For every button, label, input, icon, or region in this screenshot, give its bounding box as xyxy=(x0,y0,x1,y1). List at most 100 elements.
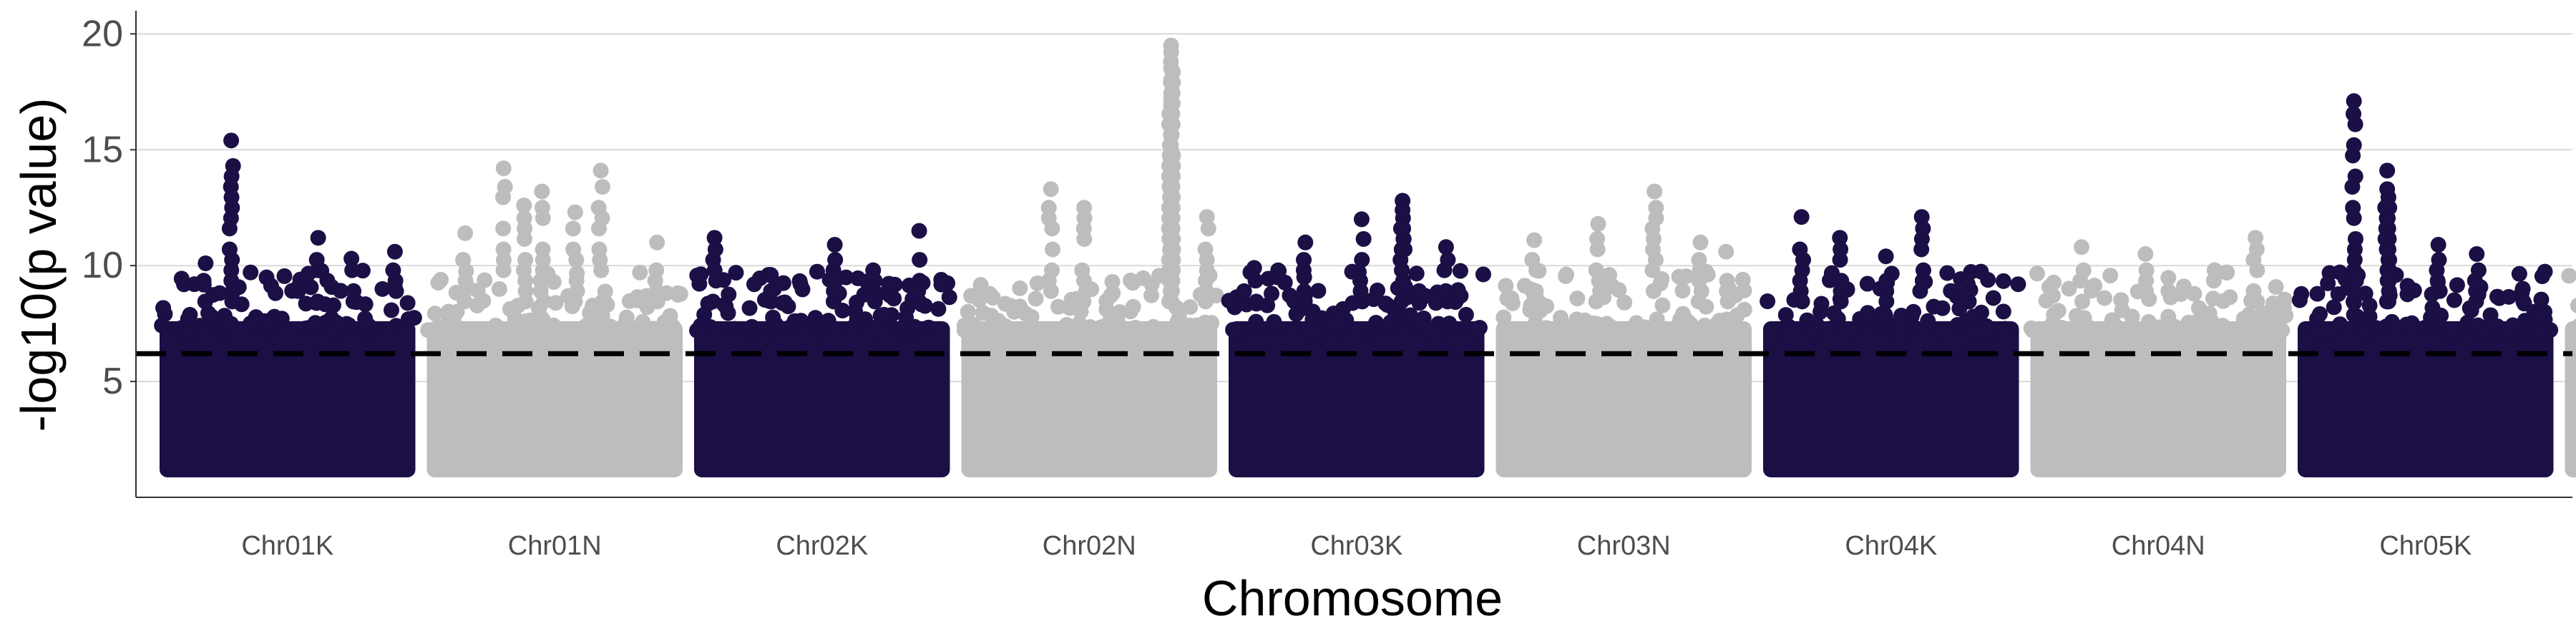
point xyxy=(1719,273,1735,289)
point xyxy=(1779,322,1795,338)
point xyxy=(1669,318,1685,335)
point xyxy=(2117,322,2134,338)
point xyxy=(1586,315,1602,331)
point xyxy=(221,241,238,258)
top-hit-point xyxy=(2346,93,2362,109)
point xyxy=(590,200,607,216)
point xyxy=(2449,277,2465,293)
point xyxy=(1589,230,1606,247)
point xyxy=(1558,268,1574,285)
series-chr02k xyxy=(689,223,957,478)
top-hit-point xyxy=(706,230,723,246)
point xyxy=(457,273,474,289)
top-hit-point xyxy=(1692,234,1709,250)
point xyxy=(1296,283,1312,299)
point xyxy=(867,273,883,289)
point xyxy=(707,241,723,258)
point xyxy=(807,310,824,326)
top-hit-point xyxy=(911,223,927,239)
point xyxy=(763,283,779,299)
point xyxy=(2097,290,2113,306)
top-hit-point xyxy=(1832,230,1848,246)
point xyxy=(2398,316,2414,333)
point xyxy=(1760,293,1776,310)
point xyxy=(2345,200,2361,216)
point xyxy=(2504,317,2521,333)
point xyxy=(1181,317,1198,333)
point xyxy=(1645,283,1662,299)
point xyxy=(1200,220,1216,237)
point xyxy=(872,308,889,324)
point xyxy=(565,220,581,237)
point xyxy=(780,298,796,315)
point xyxy=(2102,268,2119,284)
x-tick-label-chr04n: Chr04N xyxy=(2112,531,2205,561)
point xyxy=(2248,241,2265,258)
dense-points-chr01k xyxy=(160,321,416,478)
point xyxy=(1528,283,1544,299)
point xyxy=(2241,306,2258,323)
point xyxy=(1965,308,1981,325)
point xyxy=(547,295,564,311)
point xyxy=(2431,252,2447,268)
top-hit-point xyxy=(1297,234,1314,250)
point xyxy=(545,274,562,291)
point xyxy=(1154,322,1171,338)
point xyxy=(399,295,416,311)
point xyxy=(2274,322,2290,338)
point xyxy=(1678,268,1694,285)
point xyxy=(718,298,734,315)
point xyxy=(972,277,989,293)
point xyxy=(1128,322,1145,338)
point xyxy=(2215,293,2231,309)
point xyxy=(442,316,459,333)
point xyxy=(1367,315,1384,331)
point xyxy=(768,316,784,333)
point xyxy=(882,287,898,303)
point xyxy=(1822,322,1838,338)
point xyxy=(2324,322,2341,338)
point xyxy=(1324,318,1341,335)
point xyxy=(1028,291,1044,307)
point xyxy=(1648,200,1664,216)
point xyxy=(1452,263,1468,279)
point xyxy=(383,302,399,318)
series-chr04n xyxy=(2023,230,2294,478)
y-tick-labels: 5 10 15 20 xyxy=(82,13,136,402)
point xyxy=(2533,291,2550,308)
point xyxy=(1833,241,1849,258)
dense-points-chr05n xyxy=(2565,321,2576,478)
point xyxy=(2205,273,2222,289)
point xyxy=(2537,263,2553,280)
point xyxy=(2309,286,2326,302)
top-hit-point xyxy=(386,243,403,260)
point xyxy=(2162,289,2179,306)
point xyxy=(2160,270,2177,286)
data-points xyxy=(154,37,2576,478)
point xyxy=(960,303,976,320)
point xyxy=(1877,308,1893,325)
point xyxy=(2326,299,2342,316)
point xyxy=(495,241,512,258)
point xyxy=(2187,321,2203,338)
point xyxy=(1639,322,1655,338)
y-tick-label: 5 xyxy=(102,361,123,402)
point xyxy=(1466,321,1483,337)
point xyxy=(726,321,743,337)
point xyxy=(602,318,619,335)
point xyxy=(721,286,737,303)
point xyxy=(2431,322,2448,338)
point xyxy=(1777,307,1794,323)
y-tick-label: 15 xyxy=(82,129,123,170)
series-chr01n xyxy=(420,160,688,478)
point xyxy=(2433,307,2449,323)
point xyxy=(941,289,957,306)
point xyxy=(963,288,980,304)
point xyxy=(957,322,974,338)
point xyxy=(1843,321,1859,338)
top-hit-point xyxy=(1590,215,1606,232)
point xyxy=(1335,301,1351,317)
point xyxy=(346,283,362,299)
point xyxy=(2399,278,2416,294)
point xyxy=(1697,317,1713,333)
